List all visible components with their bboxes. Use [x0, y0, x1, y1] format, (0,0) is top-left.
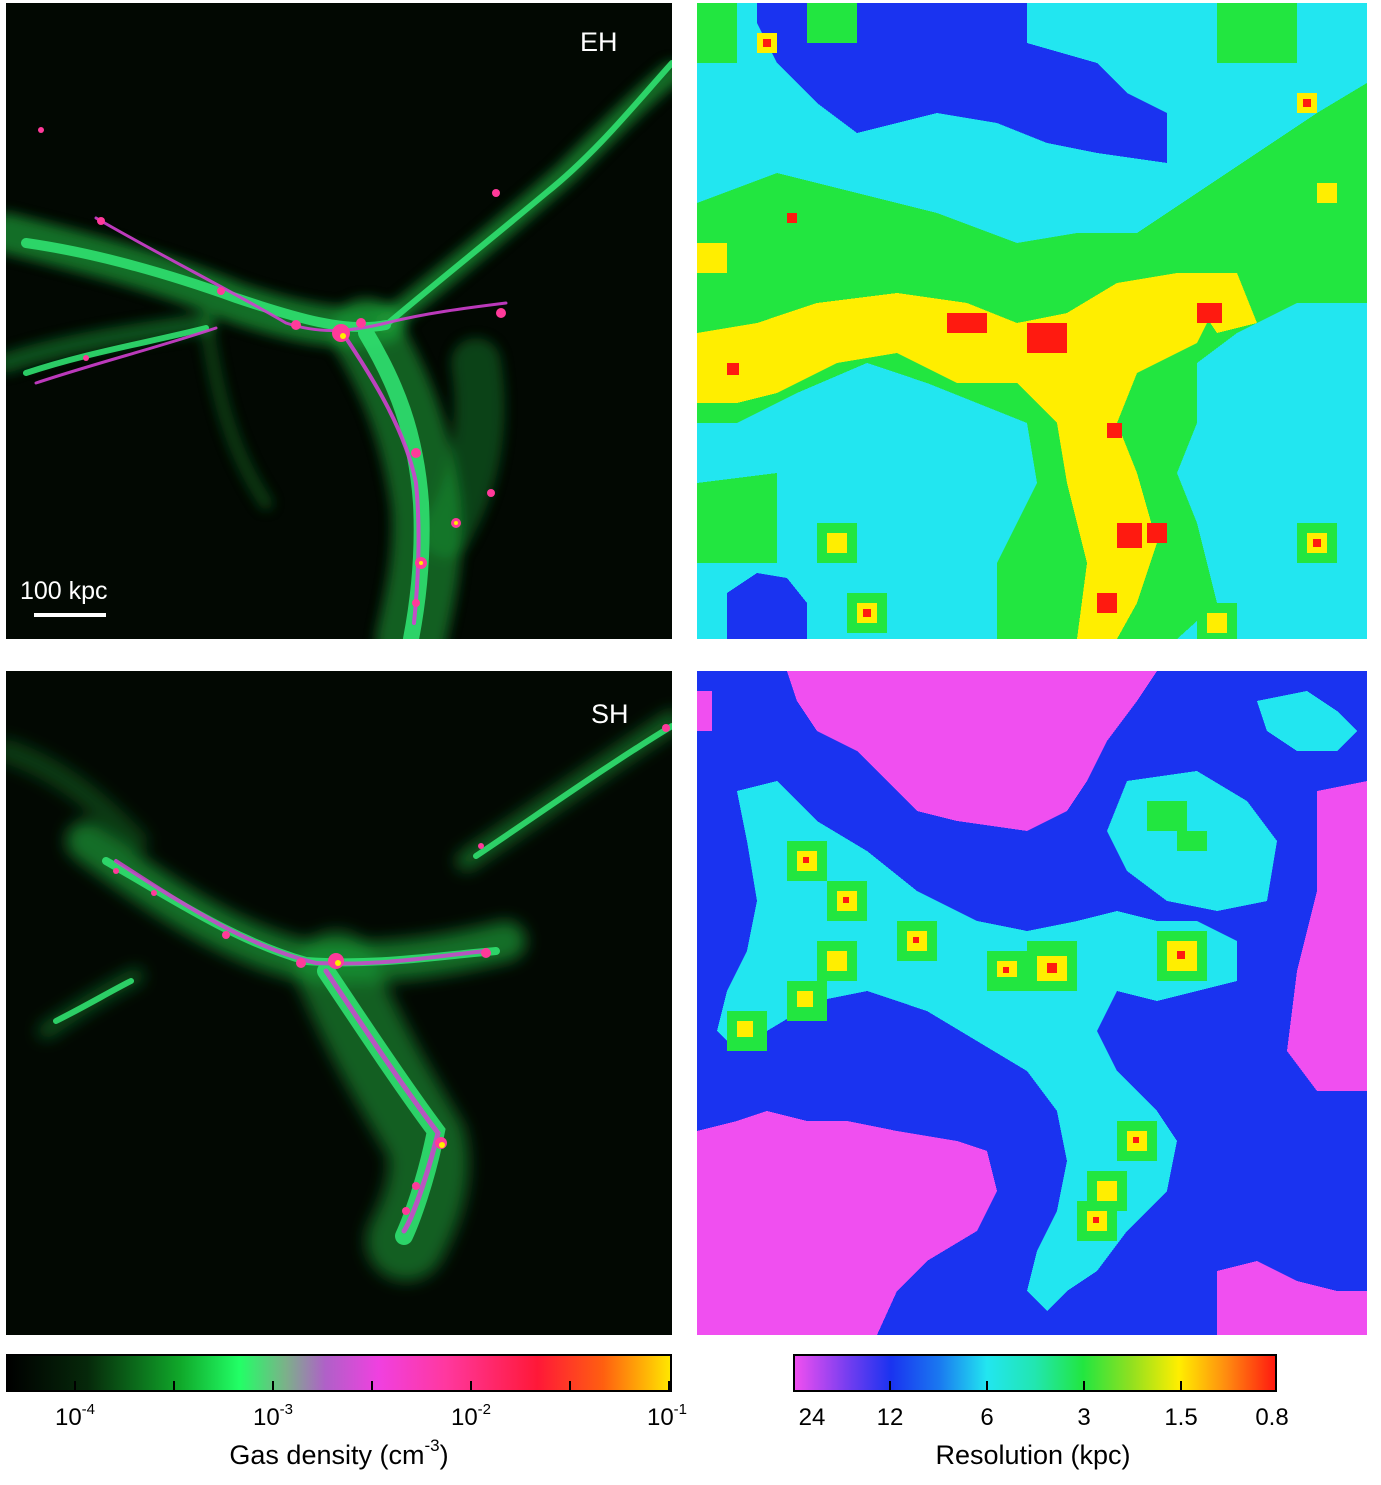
resolution-tick-label: 0.8 [1255, 1404, 1289, 1431]
eh-density-map: EH 100 kpc [6, 3, 672, 639]
panel-label-eh: EH [580, 27, 618, 57]
density-tick-label: 10-1 [646, 1401, 688, 1431]
sh-density-map: SH [6, 671, 672, 1335]
resolution-tick-label: 1.5 [1164, 1404, 1198, 1431]
resolution-tick-label: 6 [980, 1404, 994, 1431]
resolution-tick-label: 3 [1077, 1404, 1091, 1431]
scalebar-label: 100 kpc [20, 577, 108, 605]
eh-res-halos [757, 33, 1337, 639]
density-tick [569, 1381, 571, 1390]
density-tick-label: 10-4 [54, 1401, 96, 1431]
eh-density-image [6, 3, 672, 639]
density-tick [668, 1381, 670, 1390]
density-colorbar-title: Gas density (cm-3) [229, 1436, 449, 1470]
density-tick [470, 1381, 472, 1390]
density-tick [272, 1381, 274, 1390]
resolution-tick [889, 1381, 891, 1390]
sh-resolution-map [697, 671, 1367, 1335]
resolution-tick [1083, 1381, 1085, 1390]
density-tick [371, 1381, 373, 1390]
density-tick-label: 10-3 [252, 1401, 294, 1431]
density-tick [74, 1381, 76, 1390]
scalebar-line [34, 613, 106, 617]
sh-density-image [6, 671, 672, 1335]
eh-resolution-image [697, 3, 1367, 639]
resolution-tick-label: 12 [876, 1404, 904, 1431]
resolution-colorbar-title: Resolution (kpc) [935, 1440, 1131, 1470]
panel-label-sh: SH [591, 699, 629, 729]
resolution-tick-label: 24 [798, 1404, 826, 1431]
density-colorbar [6, 1354, 672, 1392]
sh-resolution-image [697, 671, 1367, 1335]
resolution-tick [986, 1381, 988, 1390]
resolution-colorbar [793, 1354, 1277, 1392]
resolution-tick [1180, 1381, 1182, 1390]
eh-resolution-map [697, 3, 1367, 639]
density-tick [173, 1381, 175, 1390]
density-tick-label: 10-2 [450, 1401, 492, 1431]
